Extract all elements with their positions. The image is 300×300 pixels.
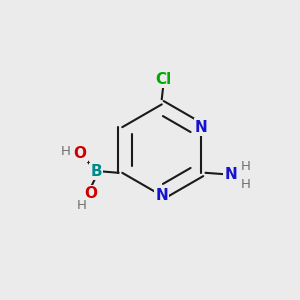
- Text: B: B: [91, 164, 102, 179]
- Text: H: H: [241, 160, 251, 172]
- Text: N: N: [195, 120, 208, 135]
- Text: O: O: [84, 186, 97, 201]
- Text: Cl: Cl: [155, 72, 171, 87]
- Text: H: H: [61, 145, 71, 158]
- Text: H: H: [77, 199, 87, 212]
- Text: O: O: [74, 146, 87, 160]
- Text: N: N: [224, 167, 237, 182]
- Text: N: N: [155, 188, 168, 203]
- Text: H: H: [241, 178, 251, 190]
